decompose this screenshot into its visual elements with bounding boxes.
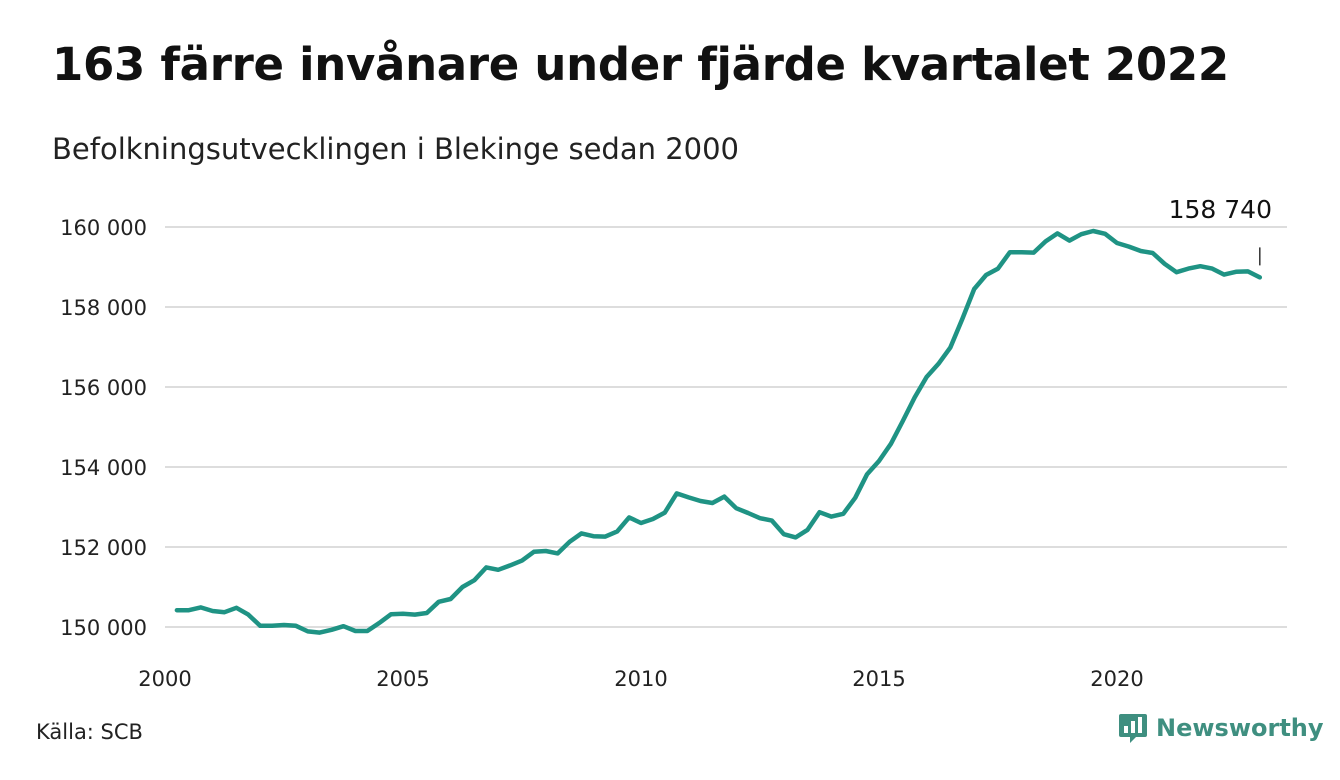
series-line	[174, 228, 1263, 635]
bar-chart-speech-bubble-icon	[1119, 714, 1147, 743]
y-tick-label: 158 000	[60, 296, 147, 320]
x-axis-tick-labels: 2000 2005 2010 2015 2020	[138, 667, 1143, 691]
y-tick-label: 150 000	[60, 616, 147, 640]
chart-subtitle: Befolkningsutvecklingen i Blekinge sedan…	[52, 132, 740, 166]
grid-lines	[165, 226, 1287, 628]
y-axis-tick-labels: 150 000 152 000 154 000 156 000 158 000 160 0…	[60, 216, 147, 640]
end-value-label: 158 740	[1169, 195, 1272, 224]
x-tick-label: 2015	[852, 667, 905, 691]
chart-title: 163 färre invånare under fjärde kvartale…	[52, 38, 1229, 91]
y-tick-label: 152 000	[60, 536, 147, 560]
brand-name: Newsworthy	[1156, 714, 1324, 742]
y-tick-label: 160 000	[60, 216, 147, 240]
x-tick-label: 2020	[1090, 667, 1143, 691]
newsworthy-logo: Newsworthy	[1118, 712, 1324, 744]
population-series-line	[174, 228, 1263, 635]
x-tick-label: 2005	[376, 667, 429, 691]
x-tick-label: 2000	[138, 667, 191, 691]
y-tick-label: 156 000	[60, 376, 147, 400]
x-tick-label: 2010	[614, 667, 667, 691]
end-annotation: 158 740	[1169, 195, 1272, 266]
source-note: Källa: SCB	[36, 720, 143, 744]
y-tick-label: 154 000	[60, 456, 147, 480]
